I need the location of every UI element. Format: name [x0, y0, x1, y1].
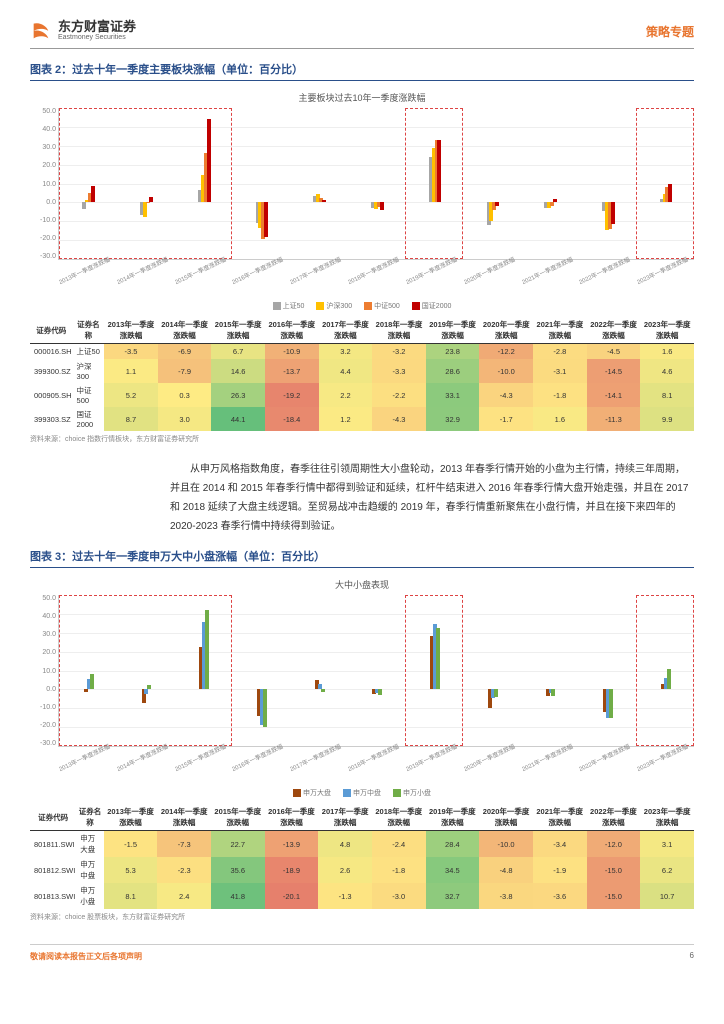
page-number: 6	[690, 951, 694, 962]
bar	[553, 199, 557, 202]
bar	[144, 689, 148, 693]
chart3-subtitle: 大中小盘表现	[30, 578, 694, 591]
bar	[149, 197, 153, 203]
chart2-plot	[58, 108, 694, 260]
bar-group	[521, 595, 579, 746]
bar-group	[117, 108, 175, 259]
footer: 敬请阅读本报告正文后各项声明 6	[30, 944, 694, 962]
chart2-xlabels: 2013年一季度涨跌幅2014年一季度涨跌幅2015年一季度涨跌幅2016年一季…	[30, 278, 694, 287]
bar	[82, 202, 86, 209]
chart2-table: 证券代码证券名称2013年一季度涨跌幅2014年一季度涨跌幅2015年一季度涨跌…	[30, 317, 694, 431]
bar	[609, 689, 613, 717]
bar-group	[579, 108, 637, 259]
bar	[90, 674, 94, 689]
logo: 东方财富证券 Eastmoney Securities	[30, 20, 136, 42]
chart3-table: 证券代码证券名称2013年一季度涨跌幅2014年一季度涨跌幅2015年一季度涨跌…	[30, 804, 694, 909]
bar	[322, 200, 326, 202]
bar-group	[290, 595, 348, 746]
table-row: 801813.SWI申万小盘8.12.441.8-20.1-1.3-3.032.…	[30, 883, 694, 909]
bar-group	[174, 595, 232, 746]
chart3: 大中小盘表现 50.040.030.020.010.00.0-10.0-20.0…	[30, 574, 694, 926]
chart2-yaxis: 50.040.030.020.010.00.0-10.0-20.0-30.0	[30, 108, 56, 260]
bar	[436, 628, 440, 690]
bar-group	[636, 595, 694, 746]
bar	[668, 184, 672, 203]
logo-en: Eastmoney Securities	[58, 34, 136, 42]
bar-group	[232, 595, 290, 746]
chart2-source: 资料来源：choice 指数行情板块，东方财富证券研究所	[30, 434, 694, 444]
bar	[143, 202, 147, 217]
chart3-legend: 申万大盘申万中盘申万小盘	[30, 788, 694, 798]
chart3-xlabels: 2013年一季度涨跌幅2014年一季度涨跌幅2015年一季度涨跌幅2016年一季…	[30, 765, 694, 774]
page-header: 东方财富证券 Eastmoney Securities 策略专题	[30, 20, 694, 49]
chart2-subtitle: 主要板块过去10年一季度涨跌幅	[30, 91, 694, 104]
bar	[437, 140, 441, 202]
bar-group	[463, 108, 521, 259]
bar-group	[348, 108, 406, 259]
bar-group	[232, 108, 290, 259]
bar-group	[636, 108, 694, 259]
body-paragraph: 从申万风格指数角度，春季往往引领周期性大小盘轮动，2013 年春季行情开始的小盘…	[170, 460, 694, 536]
bar-group	[59, 108, 117, 259]
bar-group	[59, 595, 117, 746]
bar	[550, 202, 554, 205]
bar-group	[521, 108, 579, 259]
table-row: 399300.SZ沪深3001.1-7.914.6-13.74.4-3.328.…	[30, 359, 694, 383]
table-row: 801811.SWI申万大盘-1.5-7.322.7-13.94.8-2.428…	[30, 831, 694, 858]
bar-group	[290, 108, 348, 259]
bar	[494, 689, 498, 696]
chart3-source: 资料来源：choice 股票板块，东方财富证券研究所	[30, 912, 694, 922]
bar	[378, 689, 382, 695]
bar	[84, 689, 88, 692]
logo-cn: 东方财富证券	[58, 20, 136, 34]
chart2-title: 图表 2：过去十年一季度主要板块涨幅（单位：百分比）	[30, 61, 694, 81]
bar-group	[174, 108, 232, 259]
chart3-title: 图表 3：过去十年一季度申万大中小盘涨幅（单位：百分比）	[30, 548, 694, 568]
topic-label: 策略专题	[646, 23, 694, 40]
table-row: 000905.SH中证5005.20.326.3-19.22.2-2.233.1…	[30, 383, 694, 407]
bar-group	[463, 595, 521, 746]
chart3-yaxis: 50.040.030.020.010.00.0-10.0-20.0-30.0	[30, 595, 56, 747]
bar	[205, 610, 209, 689]
bar-group	[405, 108, 463, 259]
bar	[495, 202, 499, 205]
table-row: 000016.SH上证50-3.5-6.96.7-10.93.2-3.223.8…	[30, 344, 694, 360]
bar-group	[579, 595, 637, 746]
footer-disclaimer: 敬请阅读本报告正文后各项声明	[30, 951, 142, 962]
table-row: 801812.SWI申万中盘5.3-2.335.6-18.92.6-1.834.…	[30, 857, 694, 883]
bar	[380, 202, 384, 210]
bar	[263, 689, 267, 727]
bar	[611, 202, 615, 223]
chart2: 主要板块过去10年一季度涨跌幅 50.040.030.020.010.00.0-…	[30, 87, 694, 448]
bar-group	[405, 595, 463, 746]
bar	[264, 202, 268, 237]
bar	[321, 689, 325, 691]
bar-group	[348, 595, 406, 746]
bar	[667, 669, 671, 689]
bar	[147, 685, 151, 690]
bar	[207, 119, 211, 202]
table-row: 399303.SZ国证20008.73.044.1-18.41.2-4.332.…	[30, 407, 694, 431]
logo-icon	[30, 20, 52, 42]
bar-group	[117, 595, 175, 746]
bar	[551, 689, 555, 696]
chart2-legend: 上证50沪深300中证500国证2000	[30, 301, 694, 311]
bar	[91, 186, 95, 202]
chart3-plot	[58, 595, 694, 747]
